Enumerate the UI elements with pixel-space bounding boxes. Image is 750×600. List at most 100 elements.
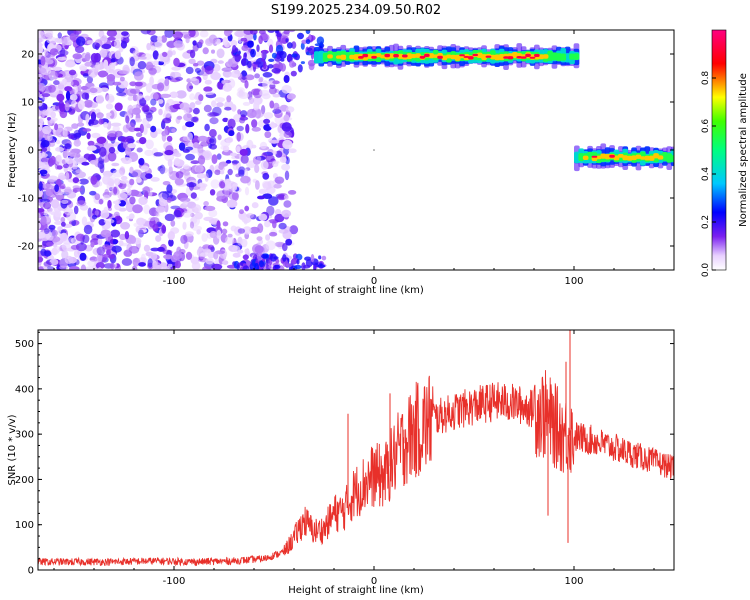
noise-blob	[116, 92, 127, 97]
noise-blob	[121, 136, 130, 143]
noise-blob	[256, 155, 262, 162]
noise-blob	[103, 194, 110, 200]
noise-blob	[164, 149, 174, 156]
noise-blob	[202, 47, 209, 55]
noise-blob	[276, 194, 287, 201]
trace-cell	[644, 155, 651, 161]
noise-blob	[40, 55, 46, 66]
noise-blob	[192, 225, 203, 232]
noise-blob	[171, 128, 176, 133]
noise-blob	[114, 178, 121, 186]
trace-cell	[556, 53, 562, 62]
noise-blob	[251, 202, 259, 209]
noise-blob	[224, 106, 232, 111]
noise-blob	[281, 84, 292, 94]
noise-blob	[110, 229, 121, 238]
noise-blob	[146, 112, 153, 122]
noise-blob	[237, 249, 244, 254]
noise-blob	[178, 142, 186, 151]
noise-blob	[68, 108, 76, 114]
noise-blob	[52, 66, 62, 71]
edge-noise-blob	[307, 47, 313, 51]
noise-blob	[128, 108, 134, 115]
snr-ylabel: SNR (10 * v/v)	[7, 414, 18, 485]
noise-blob	[162, 181, 171, 186]
noise-blob	[234, 30, 246, 37]
stray-point	[373, 149, 375, 151]
noise-blob	[244, 205, 250, 212]
noise-blob	[204, 123, 210, 132]
colorbar-ticks: 0.0 0.2 0.4 0.6 0.8	[701, 71, 716, 277]
noise-blob	[103, 218, 115, 224]
noise-blob	[132, 50, 140, 57]
trace-cell	[503, 56, 509, 59]
noise-blob	[258, 188, 267, 195]
noise-blob	[180, 234, 188, 244]
snr-xlabel: Height of straight line (km)	[288, 585, 424, 596]
noise-blob	[259, 141, 268, 149]
noise-blob	[73, 139, 82, 147]
noise-blob	[166, 50, 173, 58]
noise-blob	[202, 266, 212, 270]
noise-blob	[89, 160, 98, 165]
noise-blob	[291, 41, 297, 49]
noise-blob	[275, 150, 283, 158]
noise-blob	[289, 225, 299, 235]
noise-blob	[167, 231, 175, 241]
noise-blob	[38, 208, 45, 213]
noise-blob	[129, 56, 135, 67]
noise-blob	[81, 216, 88, 226]
noise-blob	[237, 36, 243, 44]
noise-blob	[286, 53, 293, 63]
noise-blob	[72, 177, 80, 184]
noise-blob	[174, 178, 184, 186]
noise-blob	[255, 180, 260, 190]
noise-blob	[91, 101, 99, 108]
noise-blob	[221, 228, 228, 235]
noise-blob	[121, 258, 133, 266]
noise-blob	[126, 187, 132, 196]
edge-noise-blob	[313, 264, 317, 270]
noise-blob	[167, 158, 173, 167]
noise-blob	[38, 181, 43, 192]
noise-blob	[129, 189, 140, 197]
noise-blob	[190, 160, 200, 165]
noise-blob	[43, 261, 52, 267]
noise-blob	[55, 139, 61, 145]
noise-blob	[121, 31, 129, 36]
trace-cell	[564, 53, 571, 63]
noise-blob	[113, 186, 118, 195]
noise-blob	[162, 117, 172, 124]
noise-blob	[41, 147, 48, 152]
trace-cell	[375, 53, 382, 58]
noise-blob	[79, 65, 88, 72]
noise-blob	[266, 205, 275, 216]
edge-noise-blob	[291, 53, 298, 58]
noise-blob	[38, 162, 46, 166]
noise-blob	[77, 157, 87, 163]
y-tick-label: 200	[15, 475, 34, 486]
noise-blob	[220, 139, 231, 147]
edge-noise-blob	[288, 30, 296, 33]
noise-blob	[258, 213, 268, 221]
noise-blob	[155, 128, 163, 135]
edge-noise-blob	[283, 30, 290, 35]
noise-blob	[64, 143, 72, 150]
trace-cell	[459, 54, 465, 57]
noise-blob	[254, 51, 262, 57]
noise-blob	[204, 172, 209, 182]
noise-blob	[127, 143, 136, 149]
noise-blob	[192, 62, 199, 67]
noise-blob	[169, 71, 176, 79]
noise-blob	[84, 53, 91, 62]
noise-blob	[40, 215, 47, 226]
noise-blob	[244, 33, 254, 41]
noise-blob	[69, 266, 80, 270]
noise-blob	[269, 231, 278, 237]
noise-blob	[166, 135, 173, 142]
noise-blob	[220, 170, 225, 175]
trace-cell	[481, 54, 487, 60]
edge-noise-blob	[273, 256, 279, 260]
noise-blob	[153, 60, 159, 66]
noise-blob	[138, 56, 147, 60]
